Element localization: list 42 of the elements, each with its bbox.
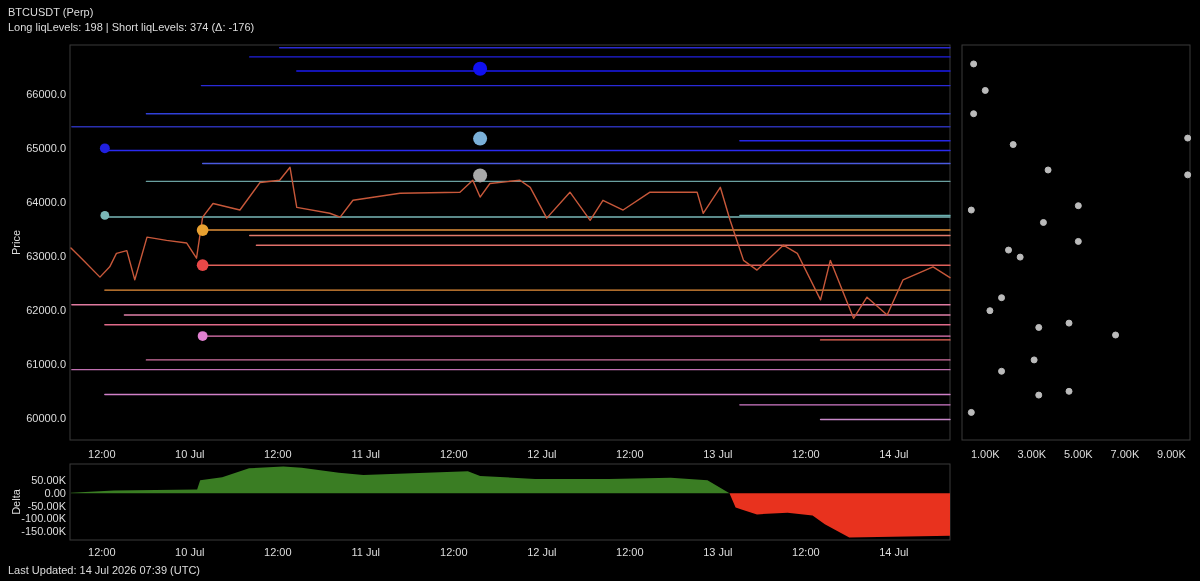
- x-tick-label: 10 Jul: [175, 546, 205, 558]
- x-tick-label: 12:00: [616, 546, 644, 558]
- y-axis-title: Price: [10, 229, 22, 256]
- x-tick-label: 12:00: [88, 448, 116, 460]
- x-tick-label: 5.00K: [1063, 448, 1094, 460]
- y-tick-label: -150.00K: [21, 525, 67, 538]
- x-tick-label: 12:00: [792, 546, 820, 558]
- x-tick-label: 12:00: [792, 448, 820, 460]
- y-tick-label: 60000.0: [26, 412, 66, 425]
- y-tick-label: 63000.0: [26, 250, 66, 263]
- x-tick-label: 12 Jul: [527, 546, 557, 558]
- x-tick-label: 12:00: [264, 546, 292, 558]
- x-tick-label: 12 Jul: [527, 448, 557, 460]
- y-tick-label: -100.00K: [21, 512, 67, 525]
- x-tick-label: 12:00: [440, 546, 468, 558]
- x-tick-label: 14 Jul: [879, 546, 909, 558]
- y-tick-label: 50.00K: [31, 474, 67, 487]
- x-tick-label: 12:00: [440, 448, 468, 460]
- chart-subtitle: Long liqLevels: 198 | Short liqLevels: 374 (Δ: -176): [8, 21, 255, 33]
- x-tick-label: 12:00: [616, 448, 644, 460]
- y-tick-label: 65000.0: [26, 141, 66, 154]
- y-tick-label: 0.00: [44, 487, 66, 500]
- y-axis-title: Delta: [10, 488, 22, 515]
- x-tick-label: 1.00K: [970, 448, 1001, 460]
- x-tick-label: 14 Jul: [879, 448, 909, 460]
- chart-title: BTCUSDT (Perp): [8, 6, 94, 18]
- y-tick-label: 64000.0: [26, 195, 66, 208]
- x-tick-label: 9.00K: [1157, 448, 1187, 460]
- x-tick-label: 13 Jul: [703, 546, 733, 558]
- y-tick-label: 62000.0: [26, 304, 66, 317]
- x-tick-label: 10 Jul: [175, 448, 205, 460]
- x-tick-label: 7.00K: [1110, 448, 1140, 460]
- x-tick-label: 11 Jul: [351, 448, 381, 460]
- y-tick-label: 66000.0: [26, 87, 66, 100]
- text: Last Updated: 14 Jul 2026 07:39 (UTC): [8, 564, 201, 576]
- x-tick-label: 12:00: [264, 448, 292, 460]
- x-tick-label: 11 Jul: [351, 546, 381, 558]
- x-tick-label: 12:00: [88, 546, 116, 558]
- x-tick-label: 3.00K: [1017, 448, 1047, 460]
- x-tick-label: 13 Jul: [703, 448, 733, 460]
- y-tick-label: -50.00K: [27, 499, 67, 512]
- y-tick-label: 61000.0: [26, 358, 66, 371]
